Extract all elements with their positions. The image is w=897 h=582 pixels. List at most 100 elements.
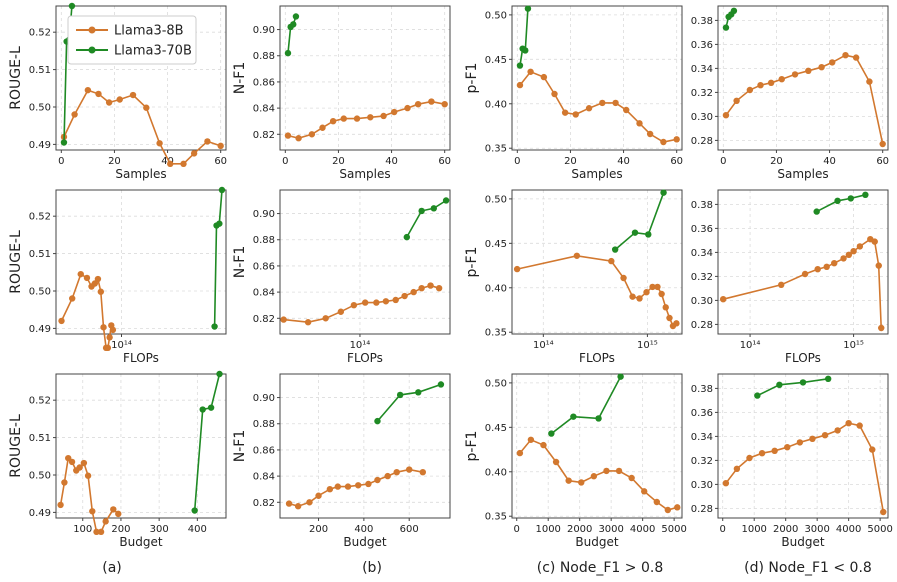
data-point-llama3-8b	[869, 446, 876, 453]
data-point-llama3-8b	[384, 472, 391, 480]
data-point-llama3-70b	[660, 189, 667, 196]
y-tick-label: 0.32	[691, 88, 713, 99]
x-tick-label: 100	[73, 524, 92, 535]
x-tick-label: 10¹⁵	[843, 340, 864, 351]
data-point-llama3-70b	[516, 62, 524, 69]
data-point-llama3-8b	[814, 266, 821, 273]
y-tick-label: 0.86	[253, 445, 275, 456]
data-point-llama3-8b	[109, 326, 117, 334]
data-point-llama3-8b	[516, 81, 524, 89]
data-point-llama3-8b	[646, 130, 654, 138]
x-axis-label: Budget	[575, 535, 618, 549]
data-point-llama3-8b	[392, 296, 399, 304]
data-point-llama3-70b	[617, 373, 624, 380]
legend-marker-llama3-8b	[88, 26, 96, 34]
legend-box	[67, 15, 197, 65]
data-point-llama3-8b	[406, 466, 413, 473]
data-point-llama3-8b	[565, 477, 572, 484]
data-point-llama3-8b	[719, 296, 727, 303]
data-point-llama3-8b	[608, 257, 615, 265]
data-point-llama3-70b	[834, 197, 841, 204]
y-tick-label: 0.28	[691, 136, 713, 147]
data-point-llama3-8b	[315, 492, 322, 499]
y-tick-label: 0.30	[691, 296, 713, 307]
x-tick-label: 60	[438, 156, 451, 167]
data-point-llama3-8b	[746, 86, 754, 94]
data-point-llama3-8b	[295, 135, 302, 142]
y-tick-label: 0.49	[29, 140, 51, 151]
data-point-llama3-8b	[401, 292, 408, 300]
data-point-llama3-8b	[97, 288, 105, 295]
legend-marker-llama3-70b	[88, 46, 96, 54]
data-point-llama3-8b	[350, 302, 358, 309]
y-tick-label: 0.35	[485, 328, 507, 339]
data-point-llama3-8b	[746, 454, 753, 462]
x-tick-label: 0	[282, 156, 288, 167]
x-tick-label: 1000	[741, 524, 766, 535]
series-line-llama3-70b	[614, 192, 665, 251]
data-point-llama3-70b	[442, 197, 450, 204]
data-point-llama3-8b	[551, 90, 558, 98]
data-point-llama3-70b	[862, 191, 869, 198]
data-point-llama3-70b	[374, 417, 381, 425]
data-point-llama3-8b	[167, 160, 174, 168]
x-tick-label: 0	[514, 524, 520, 535]
data-point-llama3-70b	[211, 323, 218, 330]
data-point-llama3-8b	[540, 441, 547, 449]
data-point-llama3-8b	[852, 54, 860, 61]
data-point-llama3-70b	[191, 507, 198, 514]
data-point-llama3-70b	[216, 370, 223, 378]
axes-frame	[279, 5, 451, 151]
data-point-llama3-8b	[427, 282, 434, 289]
x-tick-label: 5000	[661, 524, 686, 535]
data-point-llama3-8b	[660, 138, 667, 146]
axes-frame	[717, 373, 889, 519]
data-point-llama3-8b	[284, 132, 292, 139]
x-tick-label: 20	[564, 156, 577, 167]
data-point-llama3-8b	[834, 427, 841, 434]
y-tick-label: 0.36	[691, 408, 713, 419]
data-point-llama3-8b	[880, 508, 887, 516]
data-point-llama3-8b	[97, 528, 105, 536]
data-point-llama3-8b	[654, 283, 661, 291]
data-point-llama3-8b	[110, 506, 117, 513]
y-tick-label: 0.34	[691, 248, 713, 259]
data-point-llama3-8b	[767, 79, 775, 87]
chart-r0c2: 0.35 0.40 0.45 0.50 0 20 40 60 Samples p-F1	[464, 5, 683, 181]
y-tick-label: 0.45	[485, 55, 507, 66]
data-point-llama3-8b	[821, 432, 829, 439]
axes-frame	[717, 189, 889, 335]
data-point-llama3-8b	[818, 63, 825, 71]
y-tick-label: 0.52	[29, 396, 51, 407]
series-line-llama3-70b	[213, 189, 223, 327]
y-tick-label: 0.88	[253, 51, 275, 62]
data-point-llama3-8b	[89, 508, 96, 515]
y-tick-label: 0.38	[691, 384, 713, 395]
x-tick-label: 400	[354, 524, 373, 535]
data-point-llama3-8b	[404, 104, 411, 112]
data-point-llama3-8b	[374, 476, 381, 484]
x-tick-label: 60	[214, 156, 227, 167]
data-point-llama3-8b	[100, 324, 107, 331]
y-tick-label: 0.30	[691, 480, 713, 491]
data-point-llama3-8b	[322, 315, 329, 322]
y-axis-label: ROUGE-L	[8, 414, 24, 478]
data-point-llama3-8b	[620, 274, 627, 282]
series-line-llama3-8b	[519, 438, 678, 511]
y-tick-label: 0.50	[485, 378, 507, 389]
series-line-llama3-70b	[376, 383, 442, 422]
data-point-llama3-8b	[382, 298, 390, 305]
y-tick-label: 0.51	[29, 65, 51, 76]
axes-frame	[511, 373, 683, 519]
data-point-llama3-8b	[84, 86, 92, 94]
data-point-llama3-8b	[190, 150, 198, 157]
data-point-llama3-70b	[396, 391, 404, 399]
y-tick-label: 0.30	[691, 112, 713, 123]
data-point-llama3-70b	[418, 207, 425, 215]
data-point-llama3-8b	[612, 99, 619, 107]
x-axis-label: FLOPs	[347, 351, 383, 365]
data-point-llama3-8b	[831, 260, 838, 267]
x-tick-label: 200	[111, 524, 130, 535]
y-tick-label: 0.84	[253, 104, 275, 115]
